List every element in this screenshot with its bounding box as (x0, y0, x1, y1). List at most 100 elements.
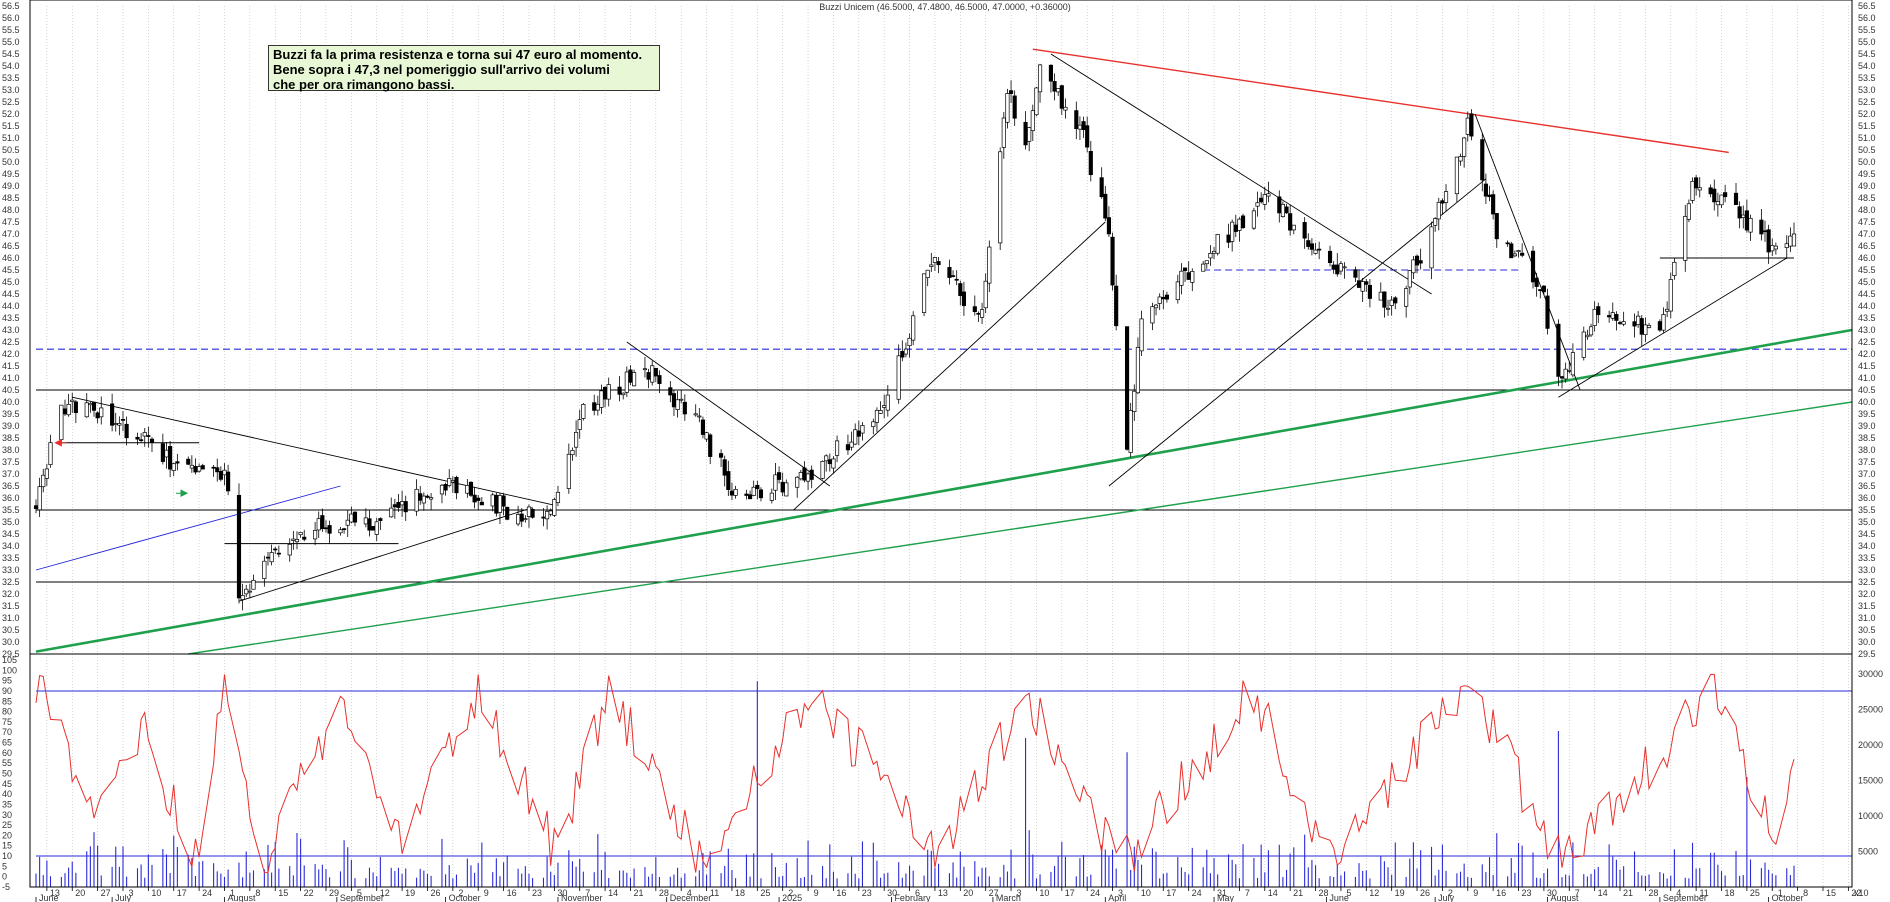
candle (1135, 337, 1140, 395)
candle-body (269, 552, 274, 563)
candle-body (1665, 308, 1670, 312)
day-tick-label: 7 (1245, 888, 1250, 898)
candle-body (1259, 197, 1264, 203)
candle-body (621, 392, 626, 396)
oscillator-tick-label: 40 (2, 789, 12, 799)
month-label: September (1663, 893, 1707, 902)
trend-line-green (188, 401, 1853, 655)
candle-body (374, 521, 379, 535)
candle-body (755, 484, 760, 490)
price-tick-label-right: 33.5 (1858, 553, 1876, 563)
candle-body (1520, 252, 1525, 256)
candle (59, 404, 64, 443)
candle-body (400, 501, 405, 506)
candle-body (425, 495, 430, 498)
candle-body (1748, 217, 1753, 233)
price-tick-label-right: 48.5 (1858, 193, 1876, 203)
candle-body (1483, 183, 1488, 197)
candle-body (84, 402, 89, 418)
candle-body (1378, 291, 1383, 301)
candle-body (1454, 156, 1459, 195)
oscillator-tick-label: 0 (2, 872, 7, 882)
candle (1719, 194, 1724, 208)
candle (1614, 311, 1619, 331)
price-tick-label-left: 32.0 (2, 589, 20, 599)
candle-body (798, 472, 803, 480)
day-tick-label: 24 (1192, 888, 1202, 898)
candle-body (751, 486, 756, 496)
candle-body (523, 518, 528, 520)
day-tick-label: 30 (887, 888, 897, 898)
price-tick-label-left: 43.5 (2, 313, 20, 323)
candle (1712, 179, 1717, 211)
candle-body (1607, 315, 1612, 318)
price-tick-label-left: 36.5 (2, 481, 20, 491)
candle-body (526, 506, 532, 517)
day-tick-label: 18 (1725, 888, 1735, 898)
candle-body (1733, 192, 1739, 205)
candle-body (679, 398, 684, 401)
price-tick-label-right: 40.0 (1858, 397, 1876, 407)
candle (494, 492, 499, 517)
candle-body (1433, 218, 1438, 226)
candle (1262, 186, 1267, 210)
volume-tick-label: 5000 (1858, 847, 1878, 857)
candle-body (287, 543, 292, 556)
candle (987, 240, 992, 293)
candle-body (44, 468, 49, 479)
candle-body (472, 494, 477, 503)
comment-line: che per ora rimangono bassi. (273, 77, 455, 92)
candle-body (1632, 321, 1637, 327)
price-tick-label-left: 53.0 (2, 85, 20, 95)
candle-body (853, 429, 858, 445)
day-tick-label: 5 (1346, 888, 1351, 898)
candle-body (1418, 260, 1423, 264)
candle-body (1690, 180, 1695, 201)
day-tick-label: 8 (1803, 888, 1808, 898)
day-tick-label: 14 (608, 888, 618, 898)
candle (719, 449, 724, 467)
candle-body (33, 505, 39, 509)
candle (1494, 213, 1499, 248)
candle-body (1262, 194, 1267, 205)
candle-body (1686, 203, 1691, 220)
price-tick-label-left: 46.5 (2, 241, 20, 251)
day-tick-label: 3 (128, 888, 133, 898)
candle-body (849, 441, 854, 448)
price-tick-label-left: 49.5 (2, 169, 20, 179)
candle (606, 377, 611, 407)
candle (352, 511, 358, 527)
candle-body (555, 491, 561, 503)
candle (1737, 201, 1742, 229)
candle-body (211, 466, 216, 469)
candle-body (1646, 324, 1652, 328)
candle (1643, 317, 1648, 342)
price-tick-label-left: 43.0 (2, 325, 20, 335)
day-tick-label: 25 (1750, 888, 1760, 898)
day-tick-label: 30 (557, 888, 567, 898)
day-tick-label: 28 (659, 888, 669, 898)
price-tick-label-right: 41.5 (1858, 361, 1876, 371)
candle (834, 435, 840, 463)
candle-body (439, 484, 445, 495)
candle-body (903, 348, 909, 355)
price-tick-label-right: 45.5 (1858, 265, 1876, 275)
candle-body (236, 494, 242, 599)
day-tick-label: 3 (1017, 888, 1022, 898)
candle (1509, 241, 1514, 259)
candle (1204, 260, 1209, 269)
candle-body (1153, 304, 1159, 309)
candle-body (1266, 193, 1271, 197)
oscillator-line (35, 673, 1795, 874)
price-tick-label-left: 40.5 (2, 385, 20, 395)
candle (1385, 299, 1391, 316)
day-tick-label: 9 (1473, 888, 1478, 898)
candle (124, 416, 129, 446)
candle-body (581, 404, 586, 419)
price-tick-label-right: 36.5 (1858, 481, 1876, 491)
day-tick-label: 7 (585, 888, 590, 898)
candle (1530, 246, 1536, 289)
price-tick-label-left: 52.5 (2, 97, 20, 107)
candle (1723, 184, 1728, 203)
candle (1103, 185, 1108, 222)
